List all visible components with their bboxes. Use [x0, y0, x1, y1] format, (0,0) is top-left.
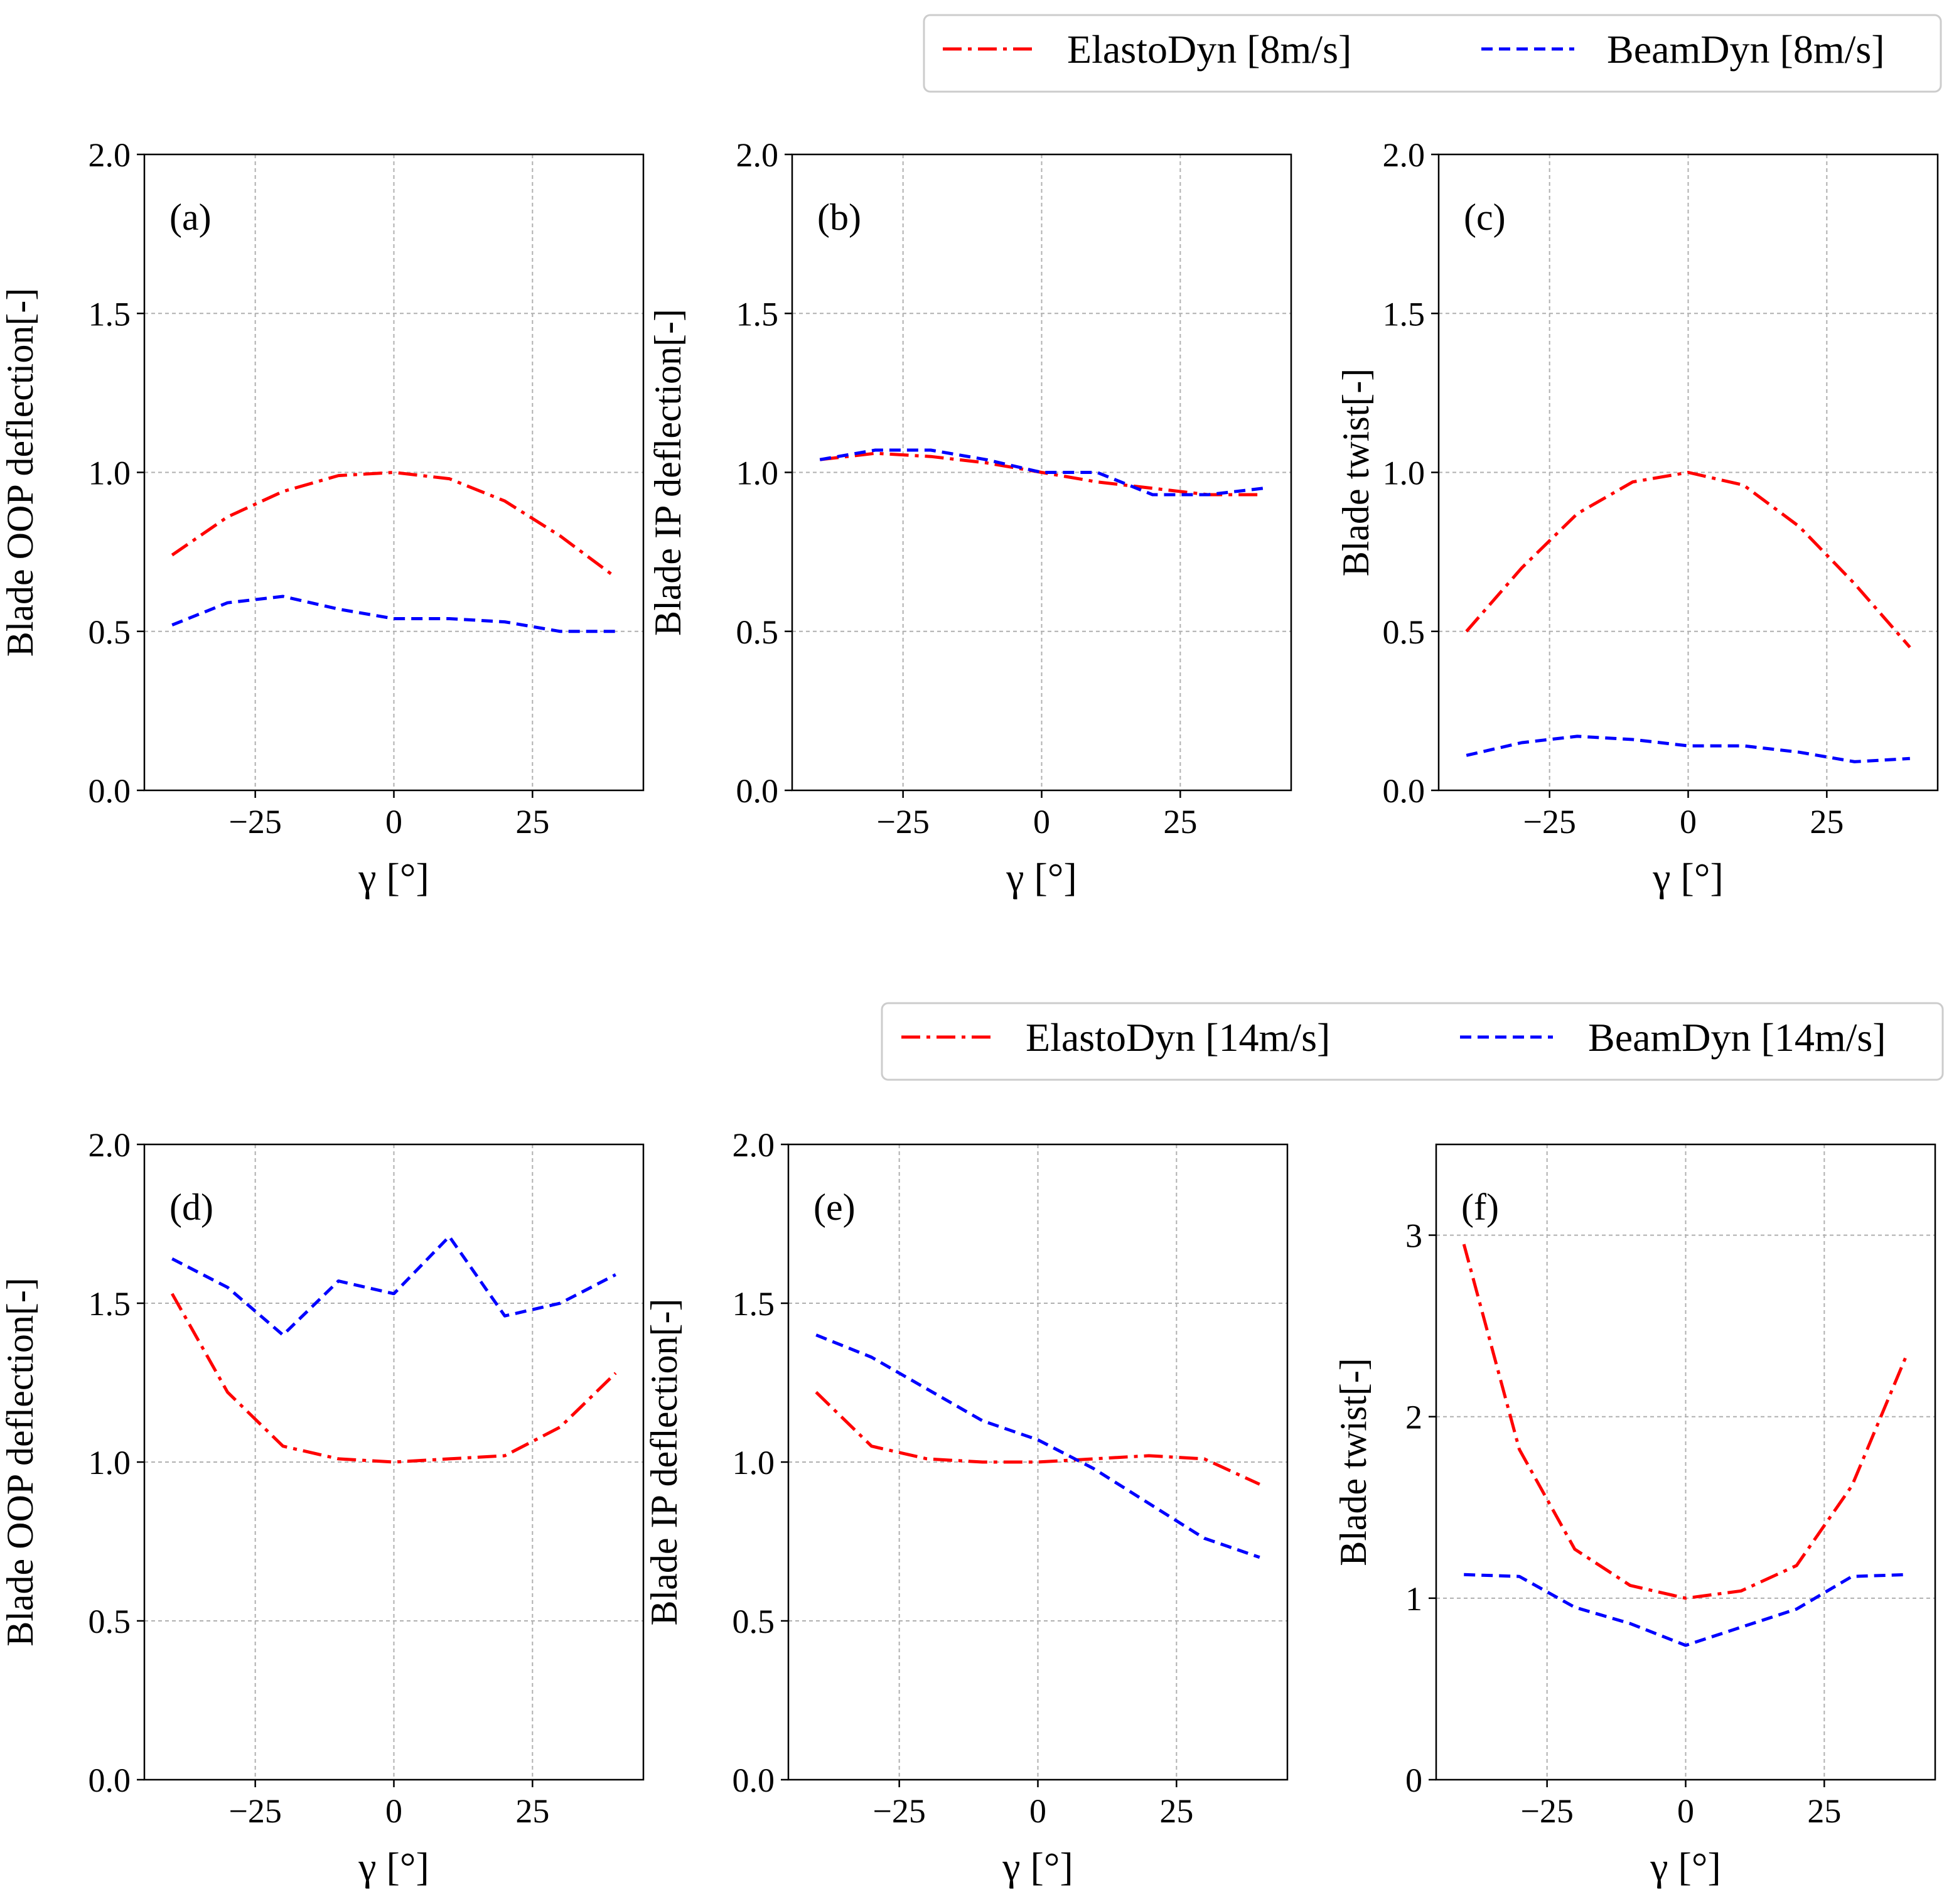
x-tick-label: 25 [1810, 803, 1844, 841]
panel-b: −25 0 25 0.0 0.5 1.0 1.5 2.0 (b) γ [°] Blade IP de… [647, 136, 1292, 900]
y-tick-label: 0.5 [89, 1603, 131, 1640]
panel-label: (e) [813, 1186, 856, 1228]
x-axis-label: γ [°] [1006, 855, 1077, 900]
x-tick-label: 0 [1680, 803, 1697, 841]
y-tick-label: 2.0 [736, 136, 779, 174]
x-tick-label: −25 [1523, 803, 1576, 841]
series-line-beamdyn [819, 448, 1264, 497]
y-tick-label: 2.0 [89, 136, 131, 174]
x-tick-label: 0 [385, 1792, 402, 1830]
x-tick-label: −25 [876, 803, 929, 841]
y-tick-label: 1.0 [89, 454, 131, 492]
y-tick-label: 2.0 [1383, 136, 1425, 174]
y-tick-label: 0.5 [1383, 613, 1425, 651]
y-tick-label: 1.5 [89, 1285, 131, 1323]
y-tick-label: 2.0 [733, 1126, 775, 1164]
panel-label: (d) [169, 1186, 213, 1228]
y-axis-label: Blade IP deflection[-] [643, 1299, 685, 1626]
y-tick-label: 1.5 [736, 295, 779, 333]
x-axis-label: γ [°] [358, 855, 429, 900]
legend-frame [923, 14, 1942, 93]
x-tick-label: 25 [1163, 803, 1197, 841]
x-tick-label: 0 [1677, 1792, 1694, 1830]
panel-label: (c) [1464, 196, 1506, 238]
y-tick-label: 0.0 [89, 772, 131, 810]
x-tick-label: 25 [515, 1792, 549, 1830]
legend-label-elastodyn-14ms: ElastoDyn [14m/s] [1026, 1015, 1330, 1060]
y-tick-label: 0.0 [736, 772, 779, 810]
panel-d: −25 0 25 0.0 0.5 1.0 1.5 2.0 (d) γ [°] Blade OOP d… [0, 1126, 645, 1889]
panel-label: (f) [1461, 1186, 1499, 1228]
x-axis-label: γ [°] [1650, 1844, 1721, 1889]
series-line-beamdyn [815, 1333, 1260, 1559]
series-line-elastodyn [815, 1390, 1260, 1486]
series-line-elastodyn [171, 471, 617, 579]
y-axis-label: Blade OOP deflection[-] [0, 1277, 41, 1647]
x-tick-label: 25 [515, 803, 549, 841]
x-tick-label: 25 [1159, 1792, 1193, 1830]
x-tick-label: 0 [1033, 803, 1050, 841]
x-tick-label: 0 [1029, 1792, 1046, 1830]
y-tick-label: 1 [1405, 1580, 1422, 1618]
y-tick-label: 0.5 [733, 1603, 775, 1640]
series-line-elastodyn [819, 451, 1264, 497]
x-tick-label: 25 [1807, 1792, 1841, 1830]
y-tick-label: 0 [1405, 1761, 1422, 1799]
y-tick-label: 1.0 [1383, 454, 1425, 492]
x-axis-label: γ [°] [1652, 855, 1724, 900]
y-axis-label: Blade IP deflection[-] [647, 309, 689, 636]
y-tick-label: 2.0 [89, 1126, 131, 1164]
legend-label-beamdyn-14ms: BeamDyn [14m/s] [1588, 1015, 1886, 1060]
series-line-elastodyn [1462, 1244, 1909, 1600]
y-tick-label: 1.0 [733, 1444, 775, 1482]
legend-14ms: ElastoDyn [14m/s] BeamDyn [14m/s] [881, 1002, 1944, 1081]
x-tick-label: −25 [228, 803, 281, 841]
y-axis-label: Blade twist[-] [1333, 1358, 1374, 1566]
x-tick-label: 0 [385, 803, 402, 841]
panel-label: (b) [817, 196, 861, 238]
series-line-beamdyn [1464, 1573, 1908, 1647]
x-tick-label: −25 [872, 1792, 925, 1830]
y-tick-label: 1.0 [89, 1444, 131, 1482]
y-tick-label: 0.0 [733, 1761, 775, 1799]
y-tick-label: 1.5 [733, 1285, 775, 1323]
series-line-elastodyn [1465, 471, 1911, 648]
panel-e: −25 0 25 0.0 0.5 1.0 1.5 2.0 (e) γ [°] Blade IP de… [643, 1126, 1289, 1889]
legend-label-elastodyn-8ms: ElastoDyn [8m/s] [1067, 27, 1351, 72]
y-tick-label: 1.5 [89, 295, 131, 333]
x-axis-label: γ [°] [1002, 1844, 1073, 1889]
y-tick-label: 3 [1405, 1217, 1422, 1255]
y-tick-label: 1.0 [736, 454, 779, 492]
series-line-beamdyn [171, 1235, 616, 1337]
y-axis-label: Blade twist[-] [1335, 368, 1377, 577]
series-line-beamdyn [171, 594, 616, 633]
panel-label: (a) [169, 196, 212, 238]
y-tick-label: 2 [1405, 1399, 1422, 1436]
x-tick-label: −25 [1520, 1792, 1573, 1830]
series-line-beamdyn [1466, 734, 1910, 763]
y-tick-label: 0.0 [1383, 772, 1425, 810]
legend-frame [881, 1002, 1944, 1081]
y-tick-label: 1.5 [1383, 295, 1425, 333]
panel-a: −25 0 25 0.0 0.5 1.0 1.5 2.0 (a) γ [°] Blade OOP d… [0, 136, 645, 900]
y-tick-label: 0.5 [89, 613, 131, 651]
panel-c: −25 0 25 0.0 0.5 1.0 1.5 2.0 (c) γ [°] Blade twist… [1335, 136, 1939, 900]
legend-8ms: ElastoDyn [8m/s] BeamDyn [8m/s] [923, 14, 1942, 93]
panel-f: −25 0 25 0 1 2 3 (f) γ [°] Blade twist[-] [1333, 1143, 1936, 1889]
y-tick-label: 0.5 [736, 613, 779, 651]
legend-label-beamdyn-8ms: BeamDyn [8m/s] [1607, 27, 1885, 72]
y-axis-label: Blade OOP deflection[-] [0, 288, 41, 657]
x-axis-label: γ [°] [358, 1844, 429, 1889]
x-tick-label: −25 [228, 1792, 281, 1830]
y-tick-label: 0.0 [89, 1761, 131, 1799]
